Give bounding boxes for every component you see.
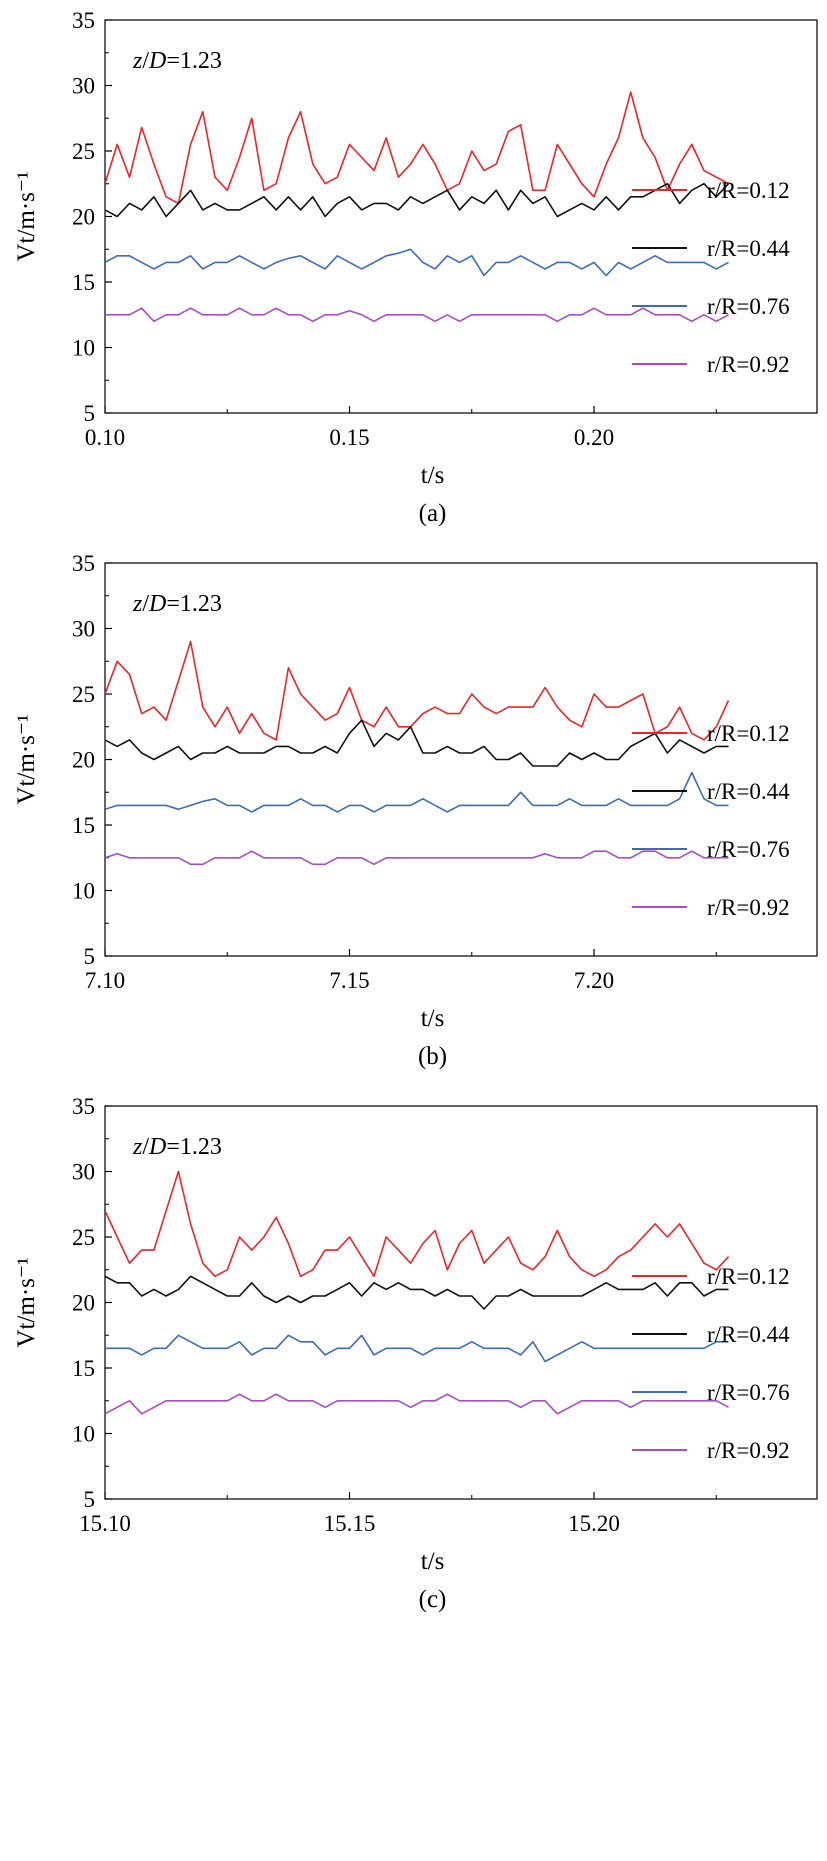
legend-label-3: r/R=0.76 <box>707 1380 790 1405</box>
y-tick-label: 15 <box>72 1356 95 1381</box>
chart-panel-2: 5 10 15 20 25 30 35 7.10 7.15 7.20 r/R=0.12 r/R=0.4… <box>13 551 818 1070</box>
series-line-1 <box>105 91 729 205</box>
y-tick-label: 35 <box>72 1094 95 1119</box>
legend-label-3: r/R=0.76 <box>707 837 790 862</box>
annotation-zd: z/D=1.23 <box>132 1134 222 1160</box>
y-axis-title: Vt/m·s⁻¹ <box>13 1257 40 1347</box>
panel-caption: (b) <box>418 1043 447 1070</box>
y-tick-label: 35 <box>72 8 95 33</box>
y-tick-label: 25 <box>72 682 95 707</box>
x-tick-label: 7.20 <box>574 968 614 993</box>
chart-panel-1: 5 10 15 20 25 30 35 0.10 0.15 0.20 r/R=0.12 r/R=0.4… <box>13 8 818 527</box>
y-tick-label: 5 <box>84 944 96 969</box>
x-tick-label: 15.15 <box>324 1511 376 1536</box>
y-axis-title: Vt/m·s⁻¹ <box>13 714 40 804</box>
x-tick-label: 0.15 <box>329 425 369 450</box>
series-line-4 <box>105 307 729 323</box>
panel-caption: (a) <box>419 500 447 527</box>
y-tick-label: 20 <box>72 205 95 230</box>
series-line-1 <box>105 1170 730 1278</box>
series-line-1 <box>105 640 730 741</box>
legend-label-2: r/R=0.44 <box>707 1322 790 1347</box>
series-line-2 <box>105 1275 729 1310</box>
x-tick-label: 7.10 <box>85 968 125 993</box>
series-line-2 <box>105 182 730 218</box>
y-tick-label: 20 <box>72 1291 95 1316</box>
x-tick-label: 15.20 <box>568 1511 620 1536</box>
legend-label-4: r/R=0.92 <box>707 1438 790 1463</box>
x-tick-label: 0.10 <box>85 425 125 450</box>
annotation-var-z: z <box>132 591 143 617</box>
y-tick-label: 5 <box>84 1487 96 1512</box>
x-axis-title: t/s <box>421 1005 445 1032</box>
series-line-3 <box>105 1334 729 1363</box>
x-axis-title: t/s <box>421 462 445 489</box>
y-tick-label: 20 <box>72 748 95 773</box>
legend-label-3: r/R=0.76 <box>707 294 790 319</box>
x-axis-title: t/s <box>421 1548 445 1575</box>
y-tick-label: 30 <box>72 617 95 642</box>
annotation-var-d: D <box>148 48 166 74</box>
y-tick-label: 30 <box>72 74 95 99</box>
series-line-3 <box>105 771 729 813</box>
annotation-var-z: z <box>132 48 143 74</box>
series-line-4 <box>105 1393 729 1415</box>
y-tick-label: 15 <box>72 270 95 295</box>
annotation-var-d: D <box>148 1134 166 1160</box>
legend-label-1: r/R=0.12 <box>707 178 790 203</box>
chart-panel-3: 5 10 15 20 25 30 35 15.10 15.15 15.20 r/R=0.12 r/R=… <box>13 1094 818 1613</box>
legend-label-2: r/R=0.44 <box>707 779 790 804</box>
annotation-value: =1.23 <box>166 1134 222 1160</box>
legend-label-4: r/R=0.92 <box>707 352 790 377</box>
x-tick-label: 0.20 <box>574 425 614 450</box>
annotation-value: =1.23 <box>166 48 222 74</box>
annotation-zd: z/D=1.23 <box>132 591 222 617</box>
y-tick-label: 25 <box>72 139 95 164</box>
x-tick-label: 15.10 <box>79 1511 131 1536</box>
annotation-var-z: z <box>132 1134 143 1160</box>
legend-label-2: r/R=0.44 <box>707 236 790 261</box>
legend-label-4: r/R=0.92 <box>707 895 790 920</box>
annotation-slash: / <box>142 48 149 74</box>
y-tick-label: 35 <box>72 551 95 576</box>
x-tick-label: 7.15 <box>329 968 369 993</box>
annotation-var-d: D <box>148 591 166 617</box>
annotation-slash: / <box>142 1134 149 1160</box>
y-axis-title: Vt/m·s⁻¹ <box>13 171 40 261</box>
legend-label-1: r/R=0.12 <box>707 1264 790 1289</box>
annotation-zd: z/D=1.23 <box>132 48 222 74</box>
y-tick-label: 10 <box>72 1422 95 1447</box>
y-tick-label: 25 <box>72 1225 95 1250</box>
annotation-value: =1.23 <box>166 591 222 617</box>
series-line-3 <box>105 248 729 277</box>
y-tick-label: 10 <box>72 336 95 361</box>
series-line-2 <box>105 719 729 767</box>
y-tick-label: 10 <box>72 879 95 904</box>
legend-label-1: r/R=0.12 <box>707 721 790 746</box>
y-tick-label: 30 <box>72 1160 95 1185</box>
y-tick-label: 15 <box>72 813 95 838</box>
annotation-slash: / <box>142 591 149 617</box>
series-line-4 <box>105 850 729 866</box>
panel-caption: (c) <box>419 1586 447 1613</box>
y-tick-label: 5 <box>84 401 96 426</box>
